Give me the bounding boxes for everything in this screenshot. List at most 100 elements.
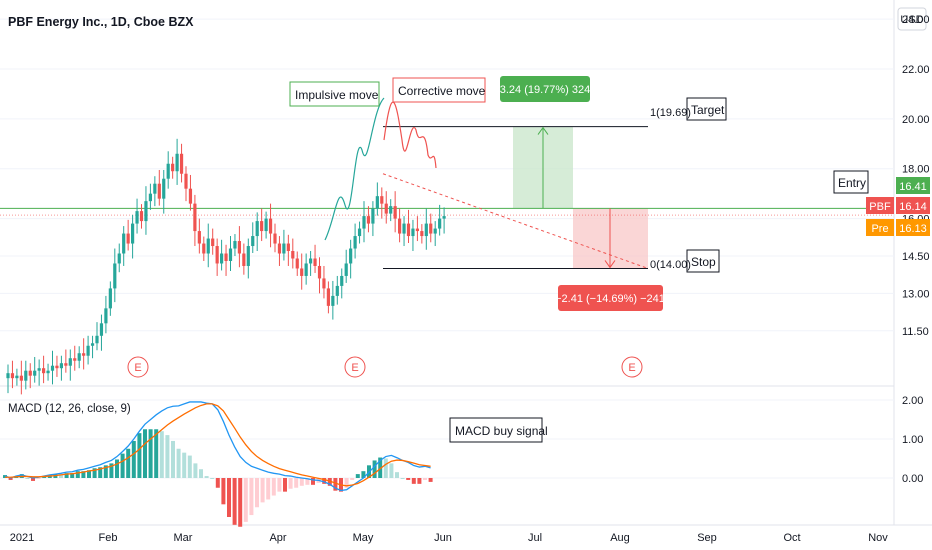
earnings-marker-label: E [134,362,141,374]
profit-label: 3.24 (19.77%) 324 [500,84,591,96]
candle-body [398,218,402,234]
candle-body [286,243,290,252]
histogram-bar [109,463,114,478]
candle-body [264,218,268,232]
pbf-price-tag [896,197,930,214]
macd-signal-box[interactable] [449,417,543,443]
histogram-bar [372,460,377,478]
target-box[interactable] [686,97,727,121]
histogram-bar [378,457,383,478]
candle-body [117,253,121,264]
candle-body [184,173,188,189]
candle-body [366,216,371,224]
candle-body [131,223,135,244]
price-tick-label: 13.00 [902,288,930,300]
histogram-bar [344,478,349,488]
candle-body [68,358,72,366]
candle-body [335,285,339,296]
macd-signal-label: MACD buy signal [455,424,548,438]
histogram-bar [243,478,248,522]
candle-body [148,193,152,202]
profit-badge[interactable] [500,76,590,102]
histogram-bar [260,478,265,503]
macd-tick-label: 1.00 [902,434,923,446]
histogram-bar [355,474,360,478]
candle-body [246,246,250,266]
histogram-bar [75,471,80,478]
candle-body [82,353,86,356]
histogram-bar [25,478,30,479]
loss-badge[interactable] [558,285,663,311]
price-tick-label: 11.50 [902,326,929,338]
histogram-bar [299,478,304,486]
histogram-bar [210,478,215,479]
candle-body [406,223,411,237]
histogram-bar [232,478,237,525]
candle-body [326,288,330,306]
histogram-bar [31,478,35,481]
pbf-price-text: 16.14 [899,201,927,213]
time-axis[interactable]: 2021 Feb Mar Apr May Jun Jul Aug Sep Oct Nov [10,532,889,544]
time-tick-label: Jun [434,532,452,544]
pre-symbol-text: Pre [871,223,888,235]
entry-box[interactable] [833,170,869,194]
candle-body [171,163,175,172]
candle-body [317,265,322,279]
histogram-bar [400,478,405,479]
candle-body [438,218,442,229]
time-tick-label: Sep [697,532,717,544]
candle-body [442,216,446,219]
candle-body [420,231,424,237]
histogram-bar [406,478,411,480]
candle-body [233,241,237,249]
candle-body [313,258,317,266]
histogram-bar [277,478,282,492]
histogram-bar [411,478,416,484]
candle-body [255,221,259,237]
candle-body [228,248,233,261]
corrective-box[interactable] [392,77,486,103]
candle-body [139,211,144,222]
macd-pane[interactable] [3,401,433,527]
histogram-bar [271,478,276,496]
entry-label: Entry [838,176,866,190]
candle-body [211,238,215,247]
time-tick-label: Apr [269,532,286,544]
price-axis[interactable]: 11.5013.0014.5016.0018.0020.0022.0024.00… [902,14,930,485]
histogram-bar [131,440,136,478]
candle-body [389,206,393,214]
candle-body [202,243,206,254]
earnings-marker-icon[interactable] [621,356,643,378]
candle-body [353,236,357,249]
candle-body [424,223,428,237]
candle-body [340,275,344,286]
histogram-bar [182,452,187,478]
stop-box[interactable] [686,249,720,273]
candle-body [77,353,81,361]
histogram-bar [361,471,366,478]
candle-body [277,243,282,254]
macd-tick-label: 0.00 [902,473,923,485]
earnings-marker-icon[interactable] [344,356,366,378]
histogram-bar [59,474,63,478]
candle-body [402,223,406,234]
earnings-marker-icon[interactable] [127,356,149,378]
target-label: Target [691,103,725,117]
candle-body [251,236,255,247]
impulsive-box[interactable] [289,81,380,107]
candles [6,97,446,395]
candle-body [357,228,362,237]
currency-button[interactable] [897,7,927,31]
candle-body [59,363,63,369]
impulsive-wave [324,97,385,241]
impulsive-label: Impulsive move [295,88,379,102]
trade-position[interactable] [0,126,894,269]
candle-body [433,228,437,234]
pre-symbol-tag [866,219,894,236]
candle-body [135,211,139,224]
time-tick-label: Oct [783,532,800,544]
candle-body [50,365,55,371]
candle-body [344,263,348,276]
